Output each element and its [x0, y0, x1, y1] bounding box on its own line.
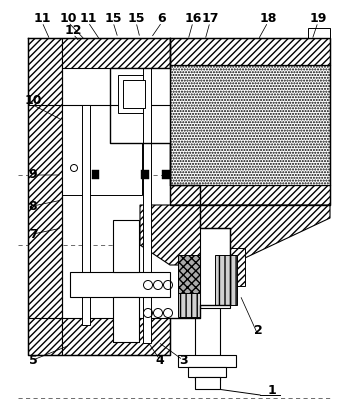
Polygon shape — [170, 185, 330, 205]
Bar — [110, 68, 170, 143]
Bar — [200, 228, 230, 308]
Bar — [230, 248, 245, 286]
Text: 16: 16 — [184, 11, 202, 24]
Bar — [113, 297, 139, 342]
Text: 2: 2 — [254, 324, 262, 337]
Bar — [141, 170, 149, 179]
Bar — [178, 355, 236, 367]
Bar — [195, 305, 220, 380]
Polygon shape — [62, 318, 170, 355]
Text: 6: 6 — [158, 11, 166, 24]
Text: 9: 9 — [29, 169, 37, 182]
Text: 7: 7 — [29, 228, 37, 240]
Text: 10: 10 — [59, 11, 77, 24]
Bar — [82, 105, 90, 325]
Bar — [178, 265, 200, 317]
Text: 15: 15 — [104, 11, 122, 24]
Bar — [123, 80, 145, 108]
Polygon shape — [113, 297, 139, 342]
Bar — [170, 65, 330, 185]
Bar — [143, 68, 151, 343]
Text: 11: 11 — [79, 11, 97, 24]
Text: 17: 17 — [201, 11, 219, 24]
Text: 4: 4 — [155, 353, 164, 366]
Text: 3: 3 — [179, 353, 187, 366]
Text: 5: 5 — [29, 353, 37, 366]
Text: 8: 8 — [29, 200, 37, 213]
Bar — [178, 255, 200, 293]
Text: 12: 12 — [64, 24, 82, 36]
Bar — [195, 377, 220, 389]
Bar — [62, 105, 142, 195]
Text: 19: 19 — [309, 11, 327, 24]
Text: 15: 15 — [127, 11, 145, 24]
Bar — [215, 255, 237, 305]
Polygon shape — [170, 38, 330, 65]
Text: 18: 18 — [259, 11, 277, 24]
Bar — [92, 170, 99, 179]
Bar — [188, 367, 226, 377]
Text: 10: 10 — [24, 93, 42, 106]
Polygon shape — [140, 205, 330, 265]
Bar — [118, 75, 150, 113]
Text: 11: 11 — [33, 11, 51, 24]
Polygon shape — [28, 38, 62, 355]
Bar — [70, 272, 170, 297]
Bar — [308, 28, 330, 38]
Bar — [113, 220, 139, 272]
Bar — [162, 170, 170, 179]
Polygon shape — [62, 38, 170, 68]
Text: 1: 1 — [268, 384, 276, 397]
